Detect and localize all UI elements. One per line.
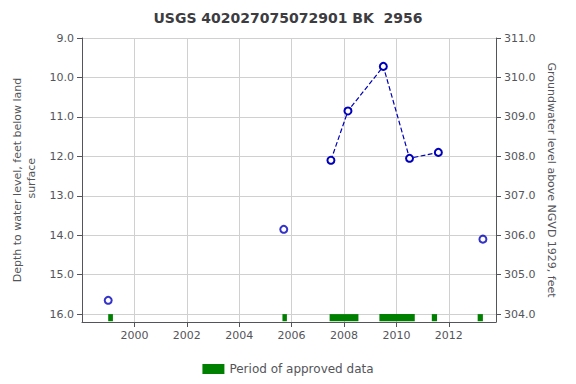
svg-text:16.0: 16.0 <box>50 308 75 321</box>
svg-text:2012: 2012 <box>435 329 463 342</box>
svg-text:2004: 2004 <box>225 329 253 342</box>
svg-text:2002: 2002 <box>173 329 201 342</box>
svg-text:15.0: 15.0 <box>50 268 75 281</box>
svg-text:305.0: 305.0 <box>504 268 536 281</box>
svg-text:304.0: 304.0 <box>504 308 536 321</box>
svg-text:USGS 402027075072901 BK 2956: USGS 402027075072901 BK 2956 <box>153 10 422 26</box>
svg-text:9.0: 9.0 <box>57 32 75 45</box>
svg-text:308.0: 308.0 <box>504 150 536 163</box>
svg-text:307.0: 307.0 <box>504 189 536 202</box>
svg-text:10.0: 10.0 <box>50 71 75 84</box>
svg-text:surface: surface <box>25 158 38 202</box>
svg-text:311.0: 311.0 <box>504 32 536 45</box>
svg-text:2000: 2000 <box>120 329 148 342</box>
svg-text:12.0: 12.0 <box>50 150 75 163</box>
svg-text:Depth to water level, feet bel: Depth to water level, feet below land <box>11 78 24 283</box>
svg-text:2010: 2010 <box>382 329 410 342</box>
svg-text:13.0: 13.0 <box>50 189 75 202</box>
svg-text:11.0: 11.0 <box>50 110 75 123</box>
svg-text:306.0: 306.0 <box>504 229 536 242</box>
svg-text:310.0: 310.0 <box>504 71 536 84</box>
svg-text:2006: 2006 <box>278 329 306 342</box>
svg-text:Period of approved data: Period of approved data <box>229 362 373 376</box>
svg-text:309.0: 309.0 <box>504 110 536 123</box>
svg-text:2008: 2008 <box>330 329 358 342</box>
svg-text:14.0: 14.0 <box>50 229 75 242</box>
svg-text:Groundwater level above NGVD 1: Groundwater level above NGVD 1929, feet <box>545 62 558 298</box>
